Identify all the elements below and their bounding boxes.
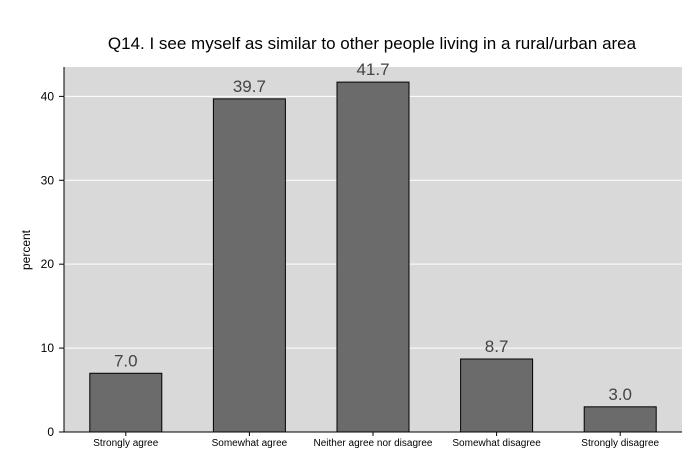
x-tick-label: Strongly disagree xyxy=(581,438,659,449)
y-tick-labels: 0 10 20 30 40 xyxy=(41,89,55,439)
data-label: 39.7 xyxy=(233,77,266,96)
y-tick-label: 40 xyxy=(41,89,55,103)
x-tick-label: Somewhat disagree xyxy=(452,438,541,449)
y-axis-label: percent xyxy=(19,229,33,270)
x-tick-label: Somewhat agree xyxy=(212,438,288,449)
y-tick-label: 20 xyxy=(41,257,55,271)
x-tick-labels: Strongly agree Somewhat agree Neither agre… xyxy=(93,438,659,449)
data-label: 3.0 xyxy=(608,385,632,404)
y-tick-label: 0 xyxy=(47,425,54,439)
bar xyxy=(583,406,657,433)
y-tick-label: 30 xyxy=(41,173,55,187)
chart-title: Q14. I see myself as similar to other pe… xyxy=(108,34,637,53)
bar xyxy=(212,98,286,433)
bar xyxy=(460,358,534,433)
bars xyxy=(89,81,657,433)
data-label: 7.0 xyxy=(114,351,138,370)
axes xyxy=(59,67,682,436)
data-label: 8.7 xyxy=(485,337,509,356)
data-label: 41.7 xyxy=(356,60,389,79)
x-tick-label: Neither agree nor disagree xyxy=(314,438,433,449)
y-tick-label: 10 xyxy=(41,341,55,355)
bar xyxy=(89,372,163,433)
data-labels: 7.0 39.7 41.7 8.7 3.0 xyxy=(114,60,632,404)
x-tick-label: Strongly agree xyxy=(93,438,158,449)
bar xyxy=(336,81,410,433)
